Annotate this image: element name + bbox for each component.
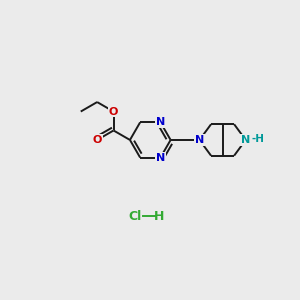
Text: O: O — [92, 135, 102, 145]
Text: H: H — [154, 210, 165, 223]
Text: N: N — [241, 135, 250, 145]
Text: N: N — [195, 135, 204, 145]
Text: -H: -H — [251, 134, 265, 145]
Text: N: N — [156, 153, 165, 163]
Text: O: O — [109, 106, 118, 116]
Text: N: N — [156, 117, 165, 127]
Text: Cl: Cl — [128, 210, 141, 223]
